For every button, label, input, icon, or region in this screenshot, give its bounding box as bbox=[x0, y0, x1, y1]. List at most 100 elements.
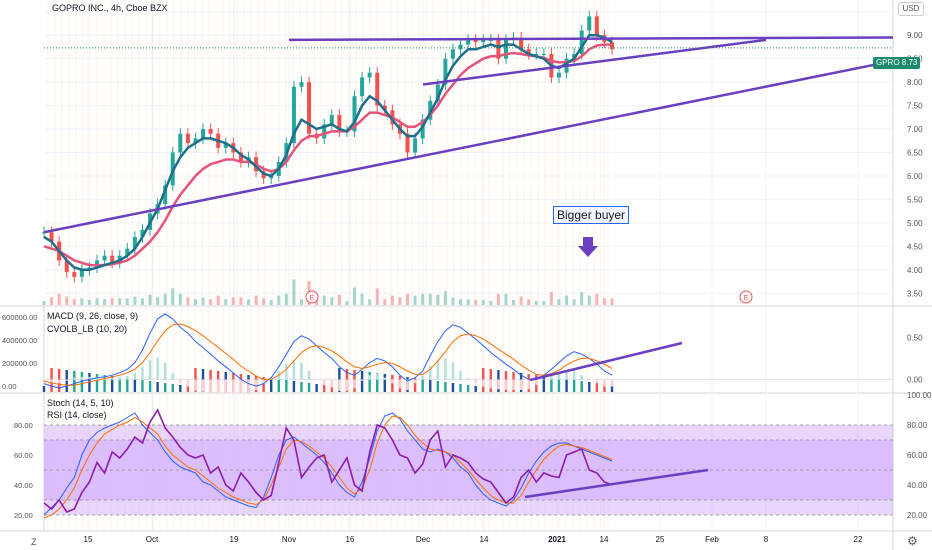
x-tick-label: Feb bbox=[705, 535, 719, 544]
macd-hist-bar bbox=[307, 371, 311, 380]
volume-bar bbox=[519, 296, 523, 305]
cvol-bar bbox=[80, 372, 84, 392]
x-tick-label: 14 bbox=[480, 535, 489, 544]
macd-hist-bar bbox=[239, 379, 243, 394]
zoom-button[interactable]: Z bbox=[31, 537, 37, 547]
macd-hist-bar bbox=[572, 370, 576, 380]
candle-body bbox=[193, 138, 198, 144]
x-tick-label: Dec bbox=[416, 535, 430, 544]
cvol-bar bbox=[292, 381, 296, 392]
rsi-tick-left: 60.00 bbox=[14, 451, 33, 460]
macd-hist-bar bbox=[141, 366, 144, 380]
cvol-bar bbox=[156, 382, 159, 392]
chart-title: GOPRO INC., 4h, Cboe BZX bbox=[52, 3, 168, 13]
cvol-bar bbox=[444, 382, 447, 392]
last-price: 8.73 bbox=[901, 58, 918, 67]
rsi-tick-right: 20.00 bbox=[907, 511, 928, 520]
cvol-bar bbox=[179, 385, 182, 392]
macd-hist-bar bbox=[527, 379, 530, 390]
ema-fast-line bbox=[43, 33, 613, 272]
volume-bar bbox=[239, 297, 243, 305]
cvol-bar bbox=[277, 379, 280, 392]
volume-bar bbox=[587, 295, 591, 305]
candle-body bbox=[473, 39, 478, 43]
volume-bar bbox=[489, 301, 493, 305]
macd-hist-bar bbox=[171, 373, 174, 380]
volume-bar bbox=[451, 297, 455, 305]
macd-hist-bar bbox=[512, 379, 515, 390]
candle-body bbox=[201, 129, 206, 139]
volume-bar bbox=[345, 301, 349, 305]
volume-bar bbox=[512, 300, 516, 305]
volume-bar bbox=[315, 299, 319, 305]
macd-hist-bar bbox=[497, 379, 500, 390]
volume-bar bbox=[572, 299, 576, 305]
candle-body bbox=[458, 44, 463, 50]
price-tick-label: 3.50 bbox=[907, 289, 923, 298]
macd-hist-bar bbox=[580, 375, 583, 380]
rsi-line bbox=[43, 408, 613, 513]
macd-label[interactable]: MACD (9, 26, close, 9) bbox=[47, 311, 139, 321]
macd-hist-bar bbox=[156, 357, 159, 380]
rsi-tick-right: 100.00 bbox=[907, 391, 932, 400]
stoch-label[interactable]: Stoch (14, 5, 10) bbox=[47, 398, 114, 408]
macd-hist-bar bbox=[451, 362, 455, 380]
volume-bar bbox=[330, 297, 334, 305]
candle-body bbox=[238, 152, 243, 162]
cvol-bar bbox=[330, 386, 333, 392]
macd-tick-right: 0.50 bbox=[907, 333, 923, 342]
currency-label[interactable]: USD bbox=[898, 2, 924, 16]
candle-body bbox=[110, 255, 115, 263]
volume-bar bbox=[80, 298, 84, 305]
cvol-label[interactable]: CVOLB_LB (10, 20) bbox=[47, 324, 128, 334]
macd-hist-bar bbox=[383, 377, 386, 380]
signal-line bbox=[43, 323, 613, 386]
cvol-bar bbox=[459, 384, 462, 392]
candle-body bbox=[178, 133, 183, 153]
candle-body bbox=[420, 119, 425, 139]
price-tick-label: 5.50 bbox=[907, 195, 923, 204]
volume-bar bbox=[216, 295, 220, 305]
cvol-bar bbox=[118, 377, 121, 392]
cvol-bar bbox=[474, 386, 477, 392]
price-tick-label: 5.00 bbox=[907, 219, 923, 228]
candle-body bbox=[163, 185, 168, 205]
macd-hist-bar bbox=[262, 379, 265, 385]
volume-bar bbox=[277, 295, 281, 305]
volume-bar bbox=[231, 297, 235, 305]
volume-bar bbox=[133, 296, 137, 305]
volume-bar bbox=[549, 292, 553, 305]
candle-body bbox=[140, 229, 145, 237]
event-label: E bbox=[744, 295, 749, 302]
candle-body bbox=[79, 269, 84, 277]
candle-body bbox=[579, 30, 584, 54]
x-tick-label: 8 bbox=[764, 535, 769, 544]
volume-bar bbox=[504, 293, 508, 305]
macd-hist-bar bbox=[353, 379, 356, 389]
candle-body bbox=[534, 53, 539, 55]
cvol-bar bbox=[262, 377, 265, 392]
cvol-bar bbox=[65, 370, 68, 392]
macd-hist-bar bbox=[542, 379, 546, 380]
cvol-bar bbox=[141, 380, 144, 392]
volume-bar bbox=[443, 291, 447, 305]
volume-bar bbox=[610, 298, 614, 305]
macd-tick-left: 0.00 bbox=[2, 382, 17, 391]
last-price-tag: GPRO 8.73 bbox=[873, 57, 921, 69]
cvol-bar bbox=[360, 371, 364, 392]
gear-icon[interactable]: ⚙ bbox=[907, 534, 918, 548]
macd-hist-bar bbox=[459, 371, 462, 380]
volume-bar bbox=[557, 299, 561, 305]
ema-slow-line bbox=[43, 43, 612, 267]
volume-bar bbox=[284, 293, 288, 305]
rsi-tick-left: 20.00 bbox=[14, 511, 33, 520]
rsi-tick-left: 40.00 bbox=[14, 481, 33, 490]
macd-hist-bar bbox=[474, 379, 477, 384]
macd-hist-bar bbox=[360, 379, 364, 381]
candle-body bbox=[132, 236, 137, 249]
volume-bar bbox=[383, 299, 387, 305]
macd-hist-bar bbox=[535, 379, 538, 385]
x-tick-label: 2021 bbox=[548, 535, 566, 544]
rsi-label[interactable]: RSI (14, close) bbox=[47, 410, 107, 420]
